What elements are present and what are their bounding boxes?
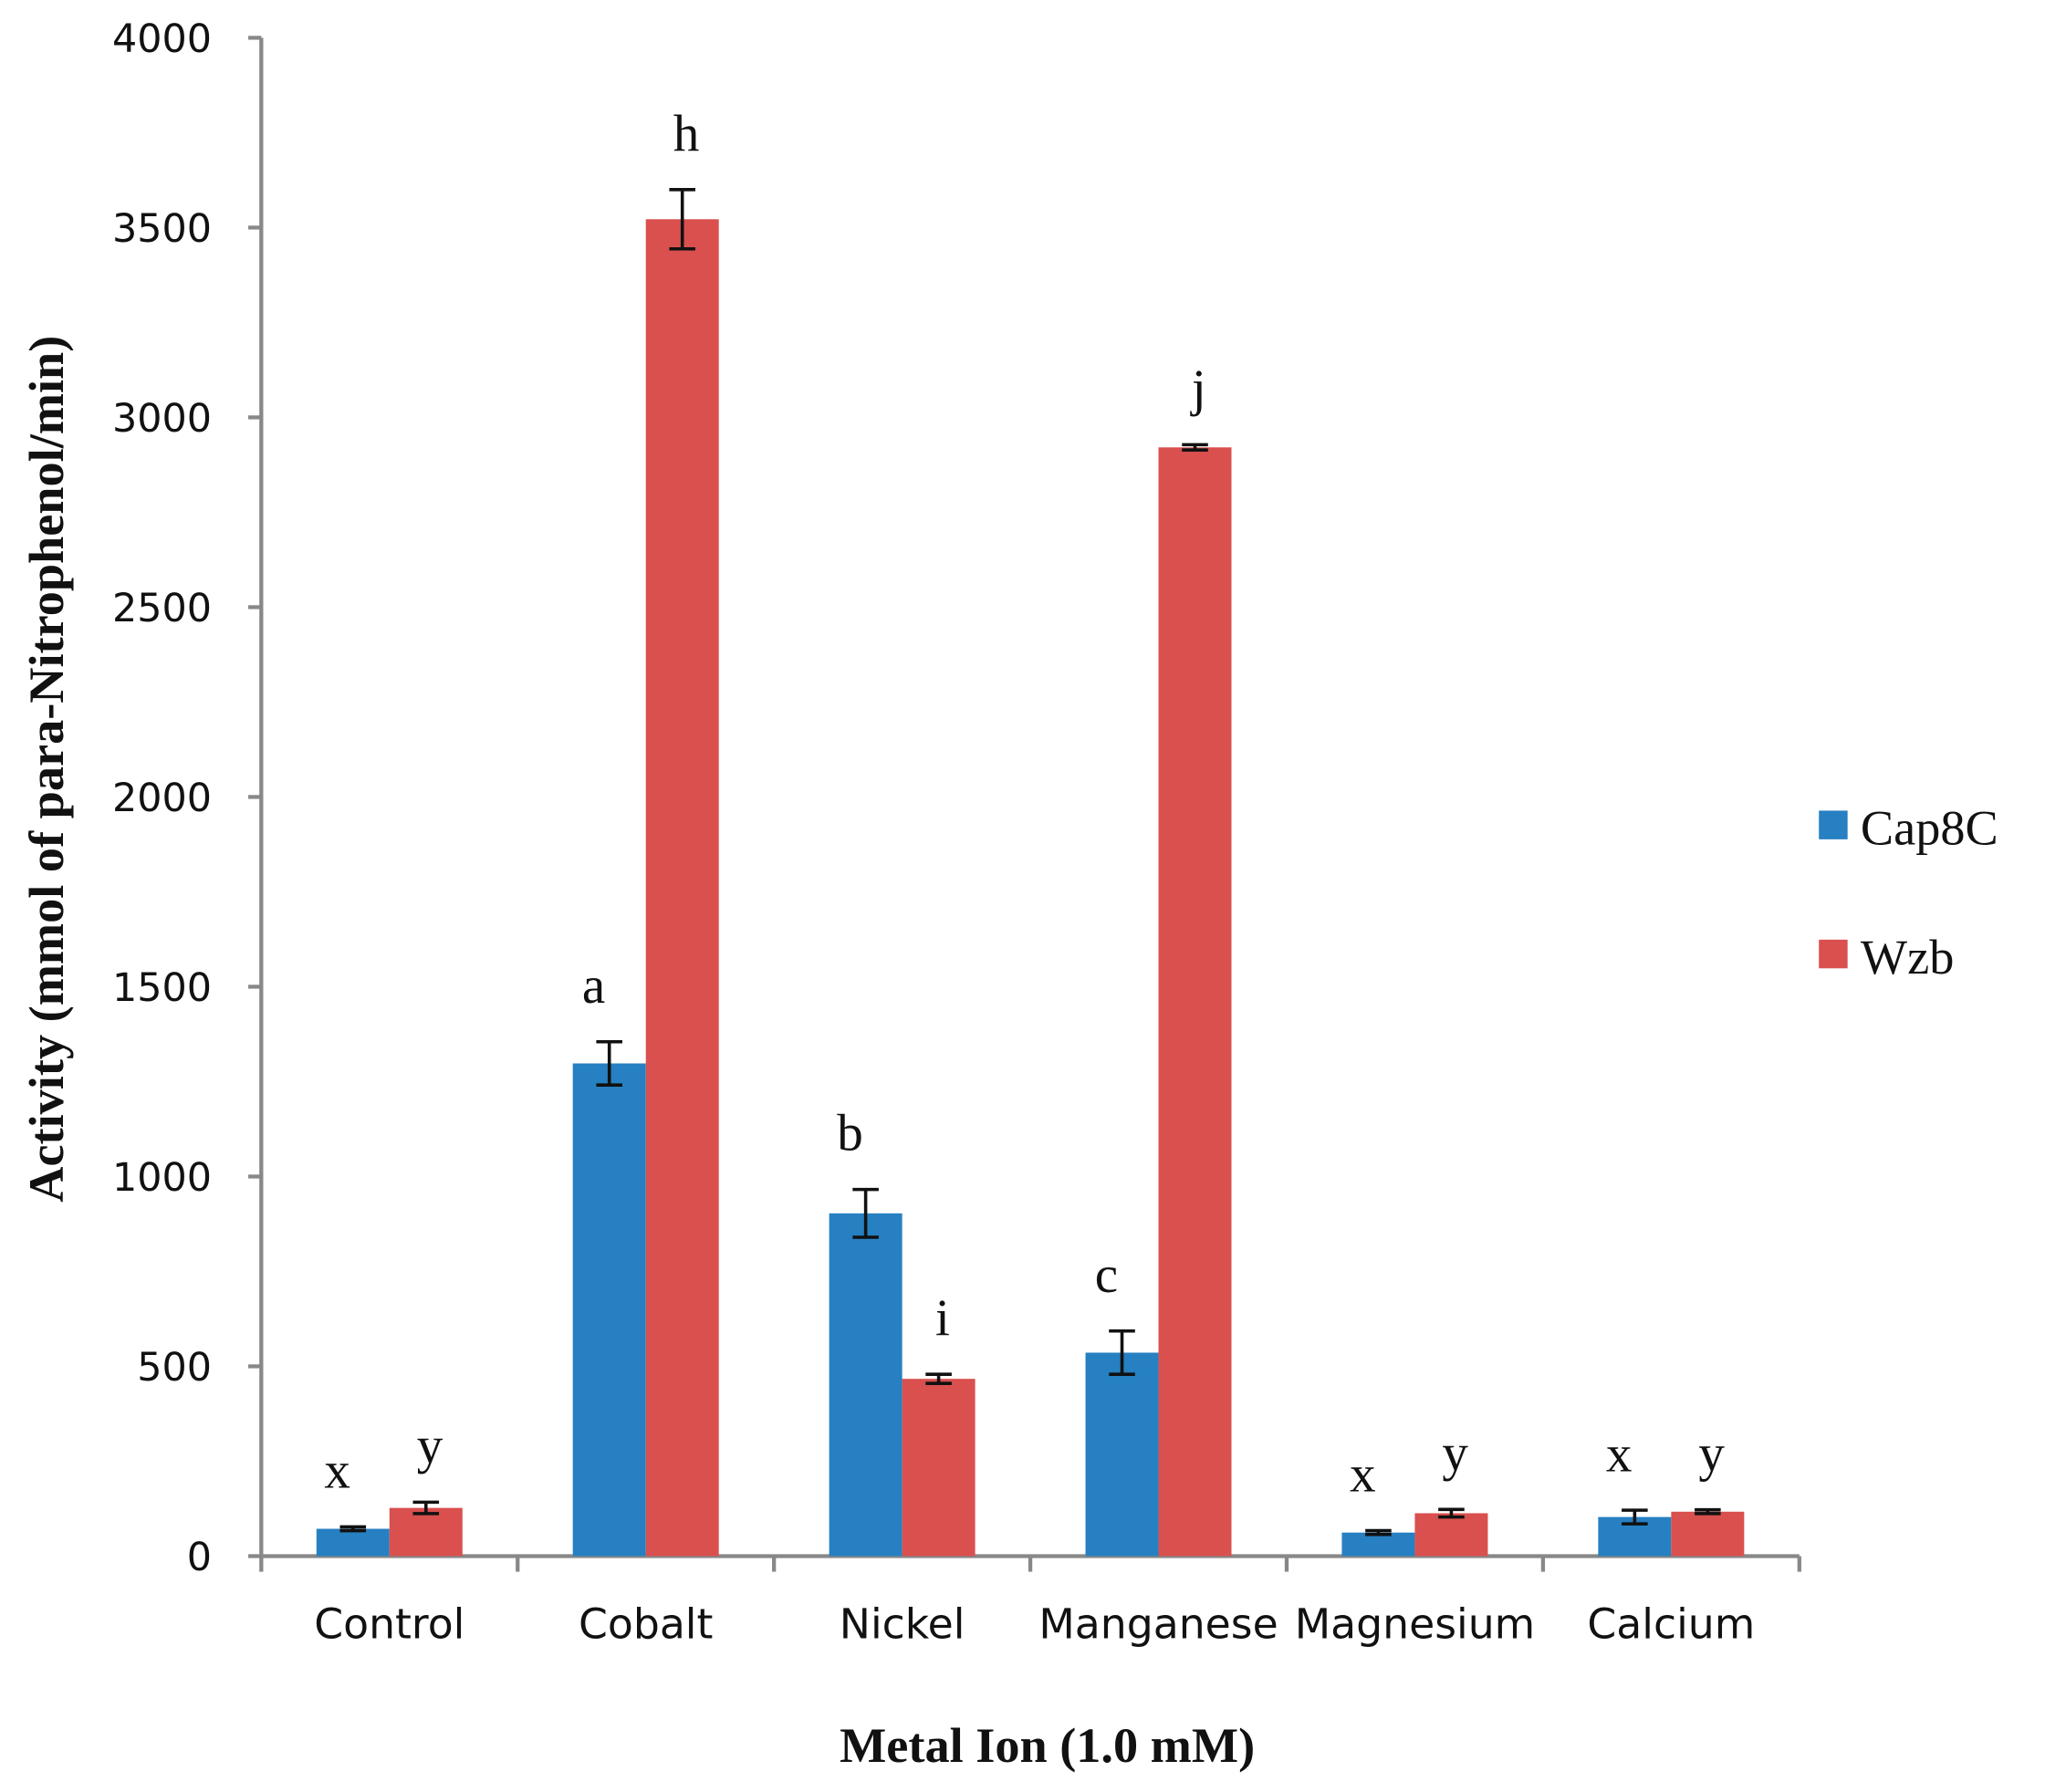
- legend: Cap8C Wzb: [1819, 801, 1998, 985]
- y-tick-label: 4000: [112, 16, 212, 62]
- bar-cap8c-nickel: [829, 1213, 903, 1557]
- bar-wzb-calcium: [1671, 1511, 1745, 1557]
- bar-wzb-cobalt: [645, 219, 719, 1557]
- significance-letter: h: [673, 105, 700, 162]
- bar-cap8c-manganese: [1085, 1352, 1159, 1557]
- y-tick-label: 2000: [112, 776, 212, 821]
- x-tick-label: Nickel: [840, 1599, 965, 1648]
- significance-letter: a: [582, 957, 605, 1015]
- bars: x a b c x x y h i j y y: [316, 105, 1745, 1557]
- significance-letter: b: [837, 1105, 863, 1162]
- x-tick-label: Cobalt: [579, 1599, 713, 1648]
- bar-wzb-nickel: [902, 1379, 976, 1557]
- significance-letter: x: [324, 1443, 350, 1500]
- y-axis-label: Activity (mmol of para-Nitrophenol/min): [19, 336, 74, 1203]
- bar-cap8c-cobalt: [572, 1063, 646, 1557]
- legend-swatch-cap8c: [1819, 810, 1848, 839]
- significance-letter: x: [1606, 1425, 1633, 1483]
- bar-wzb-manganese: [1158, 447, 1232, 1557]
- y-tick-label: 1000: [112, 1155, 212, 1201]
- legend-label-wzb: Wzb: [1861, 930, 1954, 985]
- x-tick-label: Manganese: [1038, 1599, 1278, 1648]
- bar-wzb-control: [389, 1507, 463, 1557]
- y-tick-label: 0: [187, 1535, 212, 1580]
- y-tick-label: 3000: [112, 396, 212, 442]
- y-tick-label: 500: [137, 1345, 212, 1391]
- significance-letter: y: [1442, 1424, 1468, 1482]
- axes: 0 500 1000 1500 2000 2500 3000 3500 4000 Control C…: [112, 16, 1801, 1648]
- y-tick-label: 3500: [112, 206, 212, 252]
- significance-letter: y: [417, 1418, 443, 1475]
- significance-letter: i: [935, 1289, 950, 1347]
- x-axis-label: Metal Ion (1.0 mM): [840, 1718, 1255, 1773]
- x-tick-label: Calcium: [1587, 1599, 1755, 1648]
- bar-wzb-magnesium: [1414, 1513, 1488, 1557]
- significance-letter: x: [1350, 1446, 1376, 1504]
- significance-letter: j: [1190, 360, 1206, 418]
- significance-letter: c: [1095, 1246, 1118, 1304]
- x-tick-label: Control: [314, 1599, 464, 1648]
- x-tick-label: Magnesium: [1295, 1599, 1535, 1648]
- y-tick-label: 1500: [112, 965, 212, 1011]
- legend-swatch-wzb: [1819, 939, 1848, 969]
- bar-cap8c-control: [316, 1528, 390, 1557]
- bar-cap8c-magnesium: [1341, 1532, 1415, 1557]
- y-tick-label: 2500: [112, 586, 212, 631]
- legend-label-cap8c: Cap8C: [1861, 801, 1998, 856]
- significance-letter: y: [1698, 1425, 1725, 1483]
